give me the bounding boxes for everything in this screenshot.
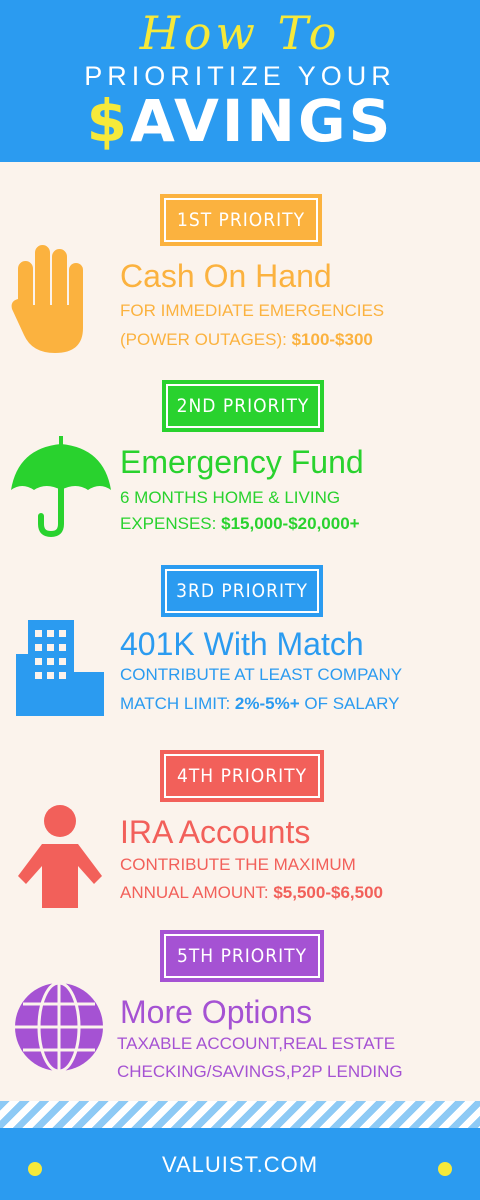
header-subtitle: PRIORITIZE YOUR xyxy=(84,61,396,91)
priority-5-line2-prefix: CHECKING/SAVINGS,P2P LENDING xyxy=(117,1062,403,1081)
person-icon xyxy=(18,805,102,908)
badge-priority-5: 5TH PRIORITY xyxy=(160,930,324,982)
footer-dot-right xyxy=(438,1162,452,1176)
header-script-title: How To xyxy=(139,6,341,60)
header-banner: How To PRIORITIZE YOUR $AVINGS xyxy=(0,0,480,162)
priority-5-title: More Options xyxy=(120,994,313,1030)
building-icon xyxy=(16,620,104,716)
globe-icon xyxy=(15,981,103,1073)
priority-4-line1: CONTRIBUTE THE MAXIMUM xyxy=(120,855,356,874)
priority-2-title: Emergency Fund xyxy=(120,444,364,480)
priority-2-line2-prefix: EXPENSES: xyxy=(120,514,222,533)
priority-4-amount: $5,500-$6,500 xyxy=(273,883,383,902)
hand-icon xyxy=(11,245,84,353)
umbrella-icon xyxy=(11,436,111,538)
priority-3-title: 401K With Match xyxy=(120,626,364,662)
footer-dot-left xyxy=(28,1162,42,1176)
dollar-sign: $ xyxy=(86,87,130,155)
striped-divider xyxy=(0,1101,480,1128)
badge-priority-4: 4TH PRIORITY xyxy=(160,750,324,802)
priority-1-title: Cash On Hand xyxy=(120,258,332,294)
priority-5-line2: CHECKING/SAVINGS,P2P LENDING xyxy=(117,1063,403,1080)
badge-priority-3: 3RD PRIORITY xyxy=(161,565,323,617)
priority-5-line1: TAXABLE ACCOUNT,REAL ESTATE xyxy=(117,1034,396,1053)
priority-1-line2: (POWER OUTAGES): $100-$300 xyxy=(120,331,373,348)
priority-4-title: IRA Accounts xyxy=(120,814,311,850)
priority-2-line2: EXPENSES: $15,000-$20,000+ xyxy=(120,515,360,532)
priority-4-line2-prefix: ANNUAL AMOUNT: xyxy=(120,883,274,902)
priority-3-amount: 2%-5%+ xyxy=(234,694,300,713)
footer-site-link[interactable]: VALUIST.COM xyxy=(161,1152,319,1177)
priority-3-line2-prefix: MATCH LIMIT: xyxy=(120,694,235,713)
header-main-word: AVINGS xyxy=(130,87,394,155)
priority-1-line2-prefix: (POWER OUTAGES): xyxy=(120,330,292,349)
priority-3-line2: MATCH LIMIT: 2%-5%+ OF SALARY xyxy=(120,695,400,712)
priority-3-line1: CONTRIBUTE AT LEAST COMPANY xyxy=(120,665,403,684)
badge-priority-1: 1ST PRIORITY xyxy=(160,194,322,246)
priority-4-line2: ANNUAL AMOUNT: $5,500-$6,500 xyxy=(120,884,383,901)
footer-banner: VALUIST.COM xyxy=(0,1128,480,1200)
header-main-title: $AVINGS xyxy=(0,92,480,150)
badge-priority-2: 2ND PRIORITY xyxy=(162,380,324,432)
priority-1-line1: FOR IMMEDIATE EMERGENCIES xyxy=(120,301,385,320)
priority-2-line1: 6 MONTHS HOME & LIVING xyxy=(120,488,341,507)
priority-1-amount: $100-$300 xyxy=(291,330,373,349)
priority-3-line2-suffix: OF SALARY xyxy=(299,694,400,713)
priority-2-amount: $15,000-$20,000+ xyxy=(221,514,360,533)
